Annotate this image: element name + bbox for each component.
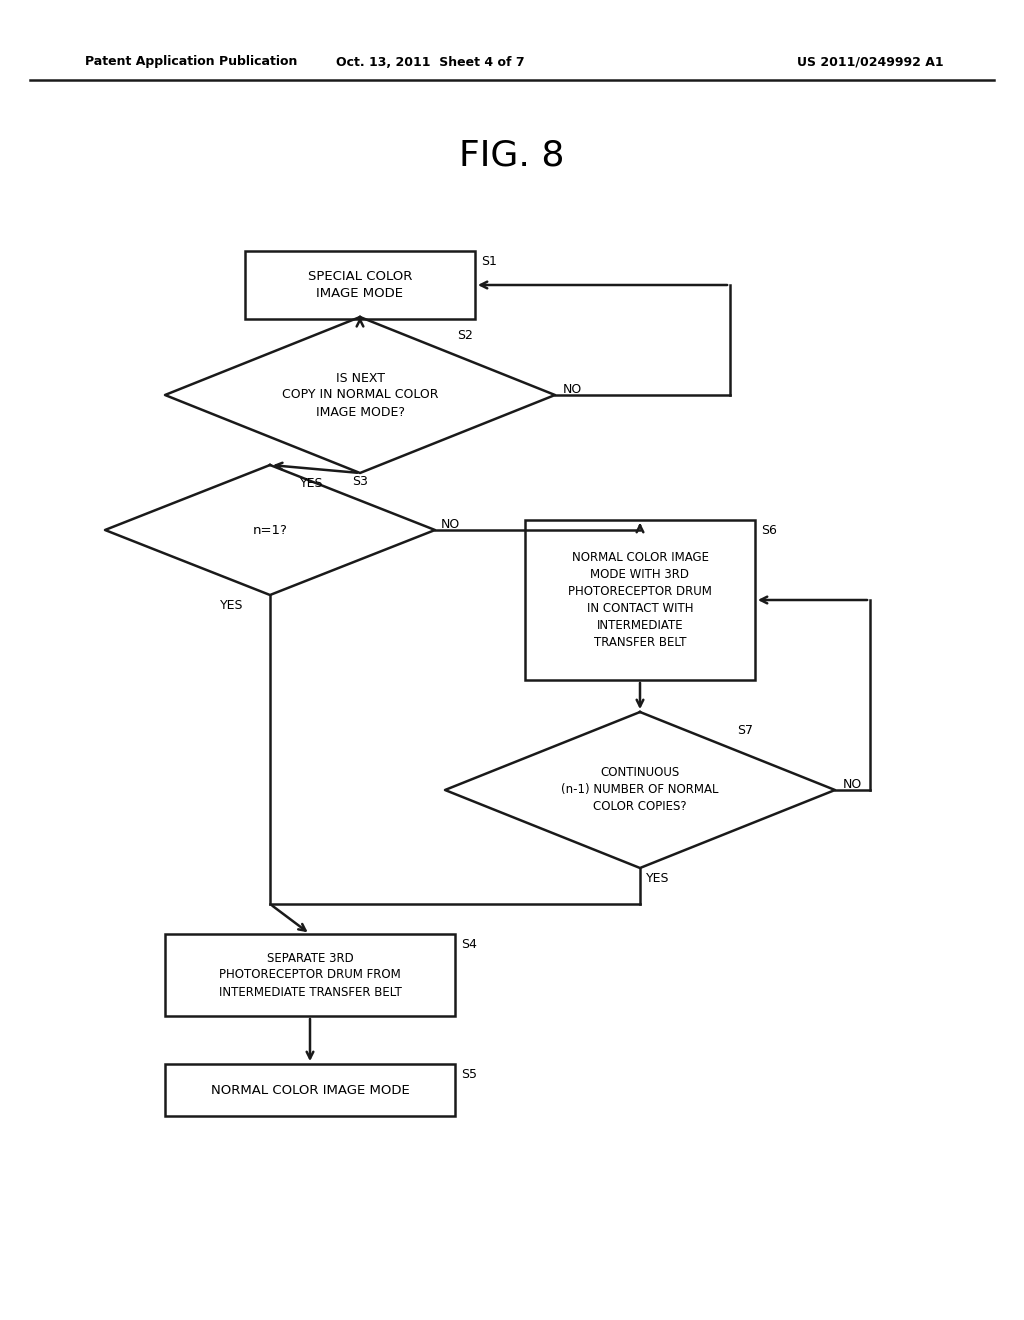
Text: NO: NO (843, 777, 862, 791)
Text: FIG. 8: FIG. 8 (459, 139, 565, 172)
Polygon shape (445, 711, 835, 869)
Text: US 2011/0249992 A1: US 2011/0249992 A1 (797, 55, 943, 69)
Text: NO: NO (563, 383, 583, 396)
Text: YES: YES (220, 599, 244, 612)
Text: S2: S2 (458, 329, 473, 342)
Text: YES: YES (300, 477, 324, 490)
Text: S1: S1 (481, 255, 497, 268)
Text: S4: S4 (461, 939, 477, 950)
Text: CONTINUOUS
(n-1) NUMBER OF NORMAL
COLOR COPIES?: CONTINUOUS (n-1) NUMBER OF NORMAL COLOR … (561, 767, 719, 813)
Text: Oct. 13, 2011  Sheet 4 of 7: Oct. 13, 2011 Sheet 4 of 7 (336, 55, 524, 69)
Text: SPECIAL COLOR
IMAGE MODE: SPECIAL COLOR IMAGE MODE (308, 271, 413, 300)
Polygon shape (165, 317, 555, 473)
Bar (165, 935, 455, 1016)
Text: NORMAL COLOR IMAGE MODE: NORMAL COLOR IMAGE MODE (211, 1084, 410, 1097)
Polygon shape (105, 465, 435, 595)
Text: S3: S3 (352, 475, 369, 488)
Text: SEPARATE 3RD
PHOTORECEPTOR DRUM FROM
INTERMEDIATE TRANSFER BELT: SEPARATE 3RD PHOTORECEPTOR DRUM FROM INT… (218, 952, 401, 998)
Bar (165, 1064, 455, 1115)
Text: S7: S7 (737, 723, 754, 737)
Bar (245, 251, 475, 319)
Text: n=1?: n=1? (253, 524, 288, 536)
Text: YES: YES (646, 873, 670, 884)
Text: NO: NO (441, 517, 460, 531)
Text: IS NEXT
COPY IN NORMAL COLOR
IMAGE MODE?: IS NEXT COPY IN NORMAL COLOR IMAGE MODE? (282, 371, 438, 418)
Text: Patent Application Publication: Patent Application Publication (85, 55, 297, 69)
Text: S5: S5 (461, 1068, 477, 1081)
Text: S6: S6 (761, 524, 777, 537)
Bar (525, 520, 755, 680)
Text: NORMAL COLOR IMAGE
MODE WITH 3RD
PHOTORECEPTOR DRUM
IN CONTACT WITH
INTERMEDIATE: NORMAL COLOR IMAGE MODE WITH 3RD PHOTORE… (568, 550, 712, 649)
